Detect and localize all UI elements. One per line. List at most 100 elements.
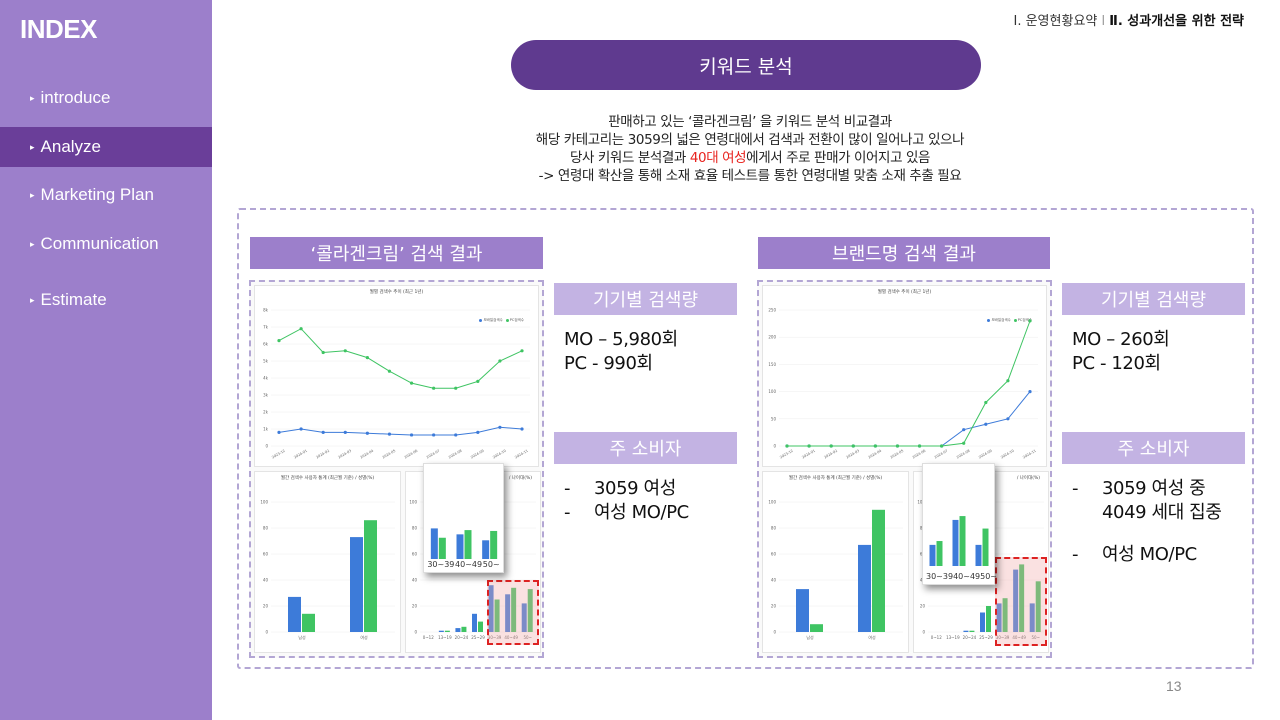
bar xyxy=(980,612,985,632)
breadcrumb-item-strategy[interactable]: Ⅱ. 성과개선을 위한 전략 xyxy=(1109,14,1244,29)
x-tick-label: 2024-07 xyxy=(934,449,949,460)
triangle-right-icon: ▸ xyxy=(30,92,35,103)
highlight-box xyxy=(995,557,1047,646)
data-point xyxy=(520,349,524,353)
y-tick-label: 20 xyxy=(771,604,777,609)
bar xyxy=(986,606,991,632)
data-point xyxy=(498,359,502,363)
x-tick-label: 여성 xyxy=(360,634,368,640)
x-tick-label: 13~19 xyxy=(946,635,960,640)
x-tick-label: 2024-05 xyxy=(382,449,397,460)
bar xyxy=(288,596,301,632)
list-item: 여성 MO/PC xyxy=(594,502,689,523)
bar xyxy=(488,585,494,632)
y-tick-label: 40 xyxy=(412,578,418,583)
y-tick-label: 200 xyxy=(768,335,776,340)
nav-item-estimate[interactable]: ▸ Estimate xyxy=(0,280,212,320)
y-tick-label: 0 xyxy=(265,444,268,449)
device-pc-value: PC - 990회 xyxy=(564,353,653,374)
x-tick-label: 2024-04 xyxy=(868,448,883,459)
data-point xyxy=(321,350,325,355)
gender-bar-chart: 0 20 40 60 80 100 남성 여성 xyxy=(260,500,395,640)
y-tick-label: 150 xyxy=(768,362,776,367)
zoom-labels: 30~39 40~49 50~ xyxy=(926,572,998,581)
nav-item-communication[interactable]: ▸ Communication xyxy=(0,224,212,264)
trend-chart-title: 월별 검색수 추이 (최근 1년) xyxy=(369,290,424,295)
bar xyxy=(952,519,959,566)
y-tick-label: 60 xyxy=(263,552,269,557)
gender-chart-title: 월간 검색수 사용자 통계 (최근월 기준) / 성별(%) xyxy=(280,476,375,481)
nav-item-label: Marketing Plan xyxy=(40,185,154,204)
zoom-bar-chart xyxy=(430,528,498,559)
y-tick-label: 4k xyxy=(263,376,269,381)
x-tick-label: 2024-07 xyxy=(426,449,441,460)
y-tick-label: 7k xyxy=(263,325,269,330)
data-point xyxy=(343,430,347,434)
data-point xyxy=(873,444,877,448)
data-point xyxy=(476,379,480,383)
data-point xyxy=(851,444,855,448)
data-point xyxy=(1006,379,1010,383)
page-title: 키워드 분석 xyxy=(511,40,981,90)
bar xyxy=(472,613,477,632)
x-tick-label: 2024-06 xyxy=(404,449,419,460)
data-point xyxy=(807,444,811,448)
breadcrumb: Ⅰ. 운영현황요약 l Ⅱ. 성과개선을 위한 전략 xyxy=(1014,10,1245,29)
y-tick-label: 80 xyxy=(771,526,777,531)
y-tick-label: 60 xyxy=(771,552,777,557)
data-point xyxy=(432,433,436,437)
data-point xyxy=(895,444,900,448)
consumer-list-brand: -3059 여성 중 4049 세대 집중 - 여성 MO/PC xyxy=(1072,478,1222,565)
data-point xyxy=(277,339,281,343)
x-tick-label: 2024-11 xyxy=(514,449,529,460)
data-point xyxy=(829,444,833,448)
data-point xyxy=(299,427,303,431)
gender-chart-title: 월간 검색수 사용자 통계 (최근월 기준) / 성별(%) xyxy=(788,476,883,481)
x-tick-label: 50~ xyxy=(1031,635,1039,640)
data-point xyxy=(1028,390,1032,394)
y-tick-label: 40 xyxy=(263,578,269,583)
x-tick-label: 50~ xyxy=(523,635,531,640)
y-tick-label: 250 xyxy=(768,308,776,313)
analysis-container xyxy=(237,208,1254,669)
bar xyxy=(996,603,1002,632)
description-line-4: -> 연령대 확산을 통해 소재 효율 테스트를 통한 연령대별 맞춤 소재 추… xyxy=(538,168,962,184)
x-tick-label: 남성 xyxy=(298,634,306,640)
bar xyxy=(1013,569,1019,632)
data-point xyxy=(299,327,303,331)
x-tick-label: 2024-10 xyxy=(492,449,507,460)
data-point xyxy=(1006,417,1010,421)
y-tick-label: 0 xyxy=(414,630,417,635)
x-tick-label: 2024-08 xyxy=(448,449,463,460)
description-line-1: 판매하고 있는 ‘콜라겐크림’ 을 키워드 분석 비교결과 xyxy=(608,114,892,130)
bar xyxy=(521,603,527,632)
y-tick-label: 40 xyxy=(771,578,777,583)
data-point xyxy=(917,444,922,448)
device-pc-value: PC - 120회 xyxy=(1072,353,1161,374)
y-tick-label: 100 xyxy=(917,500,925,505)
description-line-3: 당사 키워드 분석결과 40대 여성에게서 주로 판매가 이어지고 있음 xyxy=(569,150,931,166)
bar xyxy=(482,540,490,559)
nav-item-introduce[interactable]: ▸ introduce xyxy=(0,78,212,118)
device-mo-value: MO – 5,980회 xyxy=(564,329,678,350)
y-tick-label: 8k xyxy=(263,308,269,313)
y-tick-label: 80 xyxy=(412,526,418,531)
x-tick-label: 30~39 xyxy=(996,635,1010,640)
data-point xyxy=(409,433,414,437)
section-label-collagen: ‘콜라겐크림’ 검색 결과 xyxy=(250,237,543,269)
data-point xyxy=(365,431,369,435)
x-tick-label: 2024-01 xyxy=(293,449,308,460)
x-tick-label: 2024-03 xyxy=(337,449,352,460)
nav-item-marketing-plan[interactable]: ▸ Marketing Plan xyxy=(0,175,212,215)
chart-legend: 모바일검색수 PC검색수 xyxy=(479,318,524,323)
bar xyxy=(461,626,467,632)
trend-chart-card: 월별 검색수 추이 (최근 1년) 모바일검색수 PC검색수 0 50 100 150… xyxy=(762,285,1047,467)
triangle-right-icon: ▸ xyxy=(30,294,35,305)
nav-item-analyze[interactable]: ▸ Analyze xyxy=(0,127,212,167)
data-point xyxy=(343,349,347,353)
x-tick-label: 25~29 xyxy=(979,635,993,640)
bar xyxy=(982,528,989,566)
breadcrumb-item-overview[interactable]: Ⅰ. 운영현황요약 xyxy=(1013,14,1098,29)
data-point xyxy=(940,444,944,448)
gender-bar-chart: 0 20 40 60 80 100 남성 여성 xyxy=(768,500,903,640)
